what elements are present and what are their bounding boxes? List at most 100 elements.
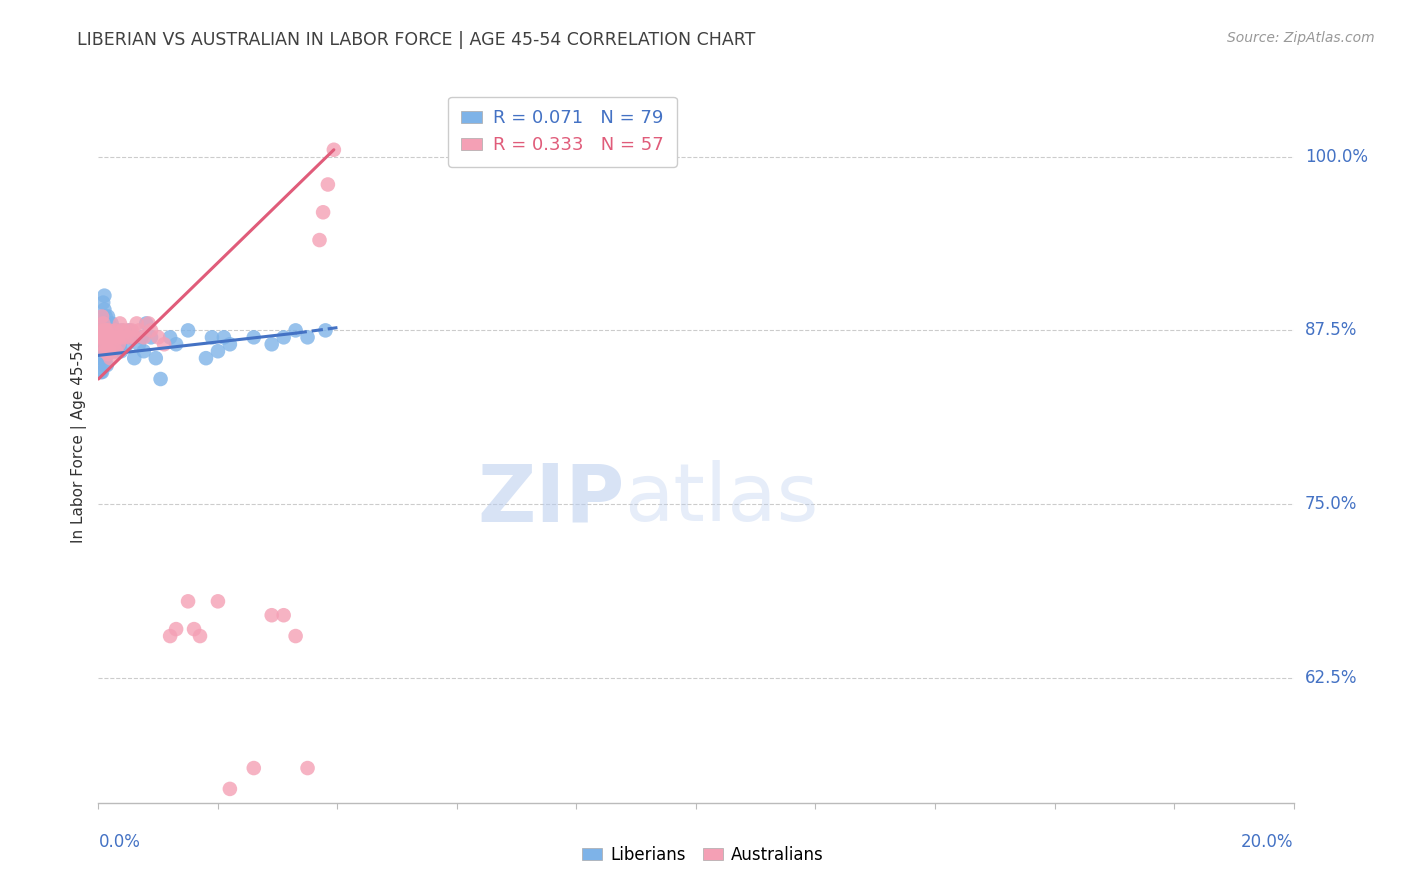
Point xyxy=(98,344,121,359)
Point xyxy=(243,761,266,775)
Point xyxy=(91,351,114,366)
Point xyxy=(91,365,114,379)
Point xyxy=(103,330,125,344)
Point xyxy=(98,323,121,337)
Point xyxy=(91,323,114,337)
Text: 75.0%: 75.0% xyxy=(1305,495,1357,513)
Point xyxy=(284,629,307,643)
Point xyxy=(93,302,115,317)
Point xyxy=(105,344,128,359)
Point xyxy=(107,330,129,344)
Point xyxy=(100,330,122,344)
Point xyxy=(91,310,114,324)
Point xyxy=(297,330,319,344)
Point xyxy=(273,330,295,344)
Point xyxy=(165,337,187,351)
Point xyxy=(104,337,127,351)
Point xyxy=(145,351,167,366)
Point xyxy=(316,178,339,192)
Point xyxy=(139,323,162,337)
Point xyxy=(110,330,132,344)
Point xyxy=(90,323,112,337)
Point xyxy=(312,205,335,219)
Point xyxy=(148,330,170,344)
Point xyxy=(105,330,128,344)
Point xyxy=(93,330,115,344)
Point xyxy=(97,323,120,337)
Point xyxy=(103,344,125,359)
Point xyxy=(105,344,128,359)
Text: 100.0%: 100.0% xyxy=(1305,148,1368,166)
Point xyxy=(153,337,176,351)
Point xyxy=(97,330,120,344)
Point xyxy=(207,594,229,608)
Point xyxy=(91,330,114,344)
Point xyxy=(132,344,155,359)
Point xyxy=(121,330,143,344)
Point xyxy=(243,330,266,344)
Point xyxy=(93,317,115,331)
Point xyxy=(94,337,117,351)
Point xyxy=(93,344,115,359)
Point xyxy=(125,317,148,331)
Point xyxy=(97,310,120,324)
Point xyxy=(93,358,115,372)
Point xyxy=(97,347,120,361)
Point xyxy=(165,622,187,636)
Point xyxy=(97,337,120,351)
Point xyxy=(308,233,330,247)
Point xyxy=(98,330,122,344)
Point xyxy=(91,295,114,310)
Text: 87.5%: 87.5% xyxy=(1305,321,1357,339)
Point xyxy=(139,330,162,344)
Point xyxy=(108,317,131,331)
Point xyxy=(260,608,283,623)
Point xyxy=(128,337,150,351)
Point xyxy=(94,310,117,324)
Point xyxy=(273,608,295,623)
Point xyxy=(107,330,129,344)
Point xyxy=(159,330,181,344)
Point xyxy=(101,323,124,337)
Point xyxy=(188,629,211,643)
Point xyxy=(91,337,114,351)
Point xyxy=(93,288,115,302)
Point xyxy=(128,323,150,337)
Point xyxy=(284,323,307,337)
Point xyxy=(96,358,118,372)
Point xyxy=(135,317,157,331)
Point xyxy=(91,330,114,344)
Point xyxy=(114,330,136,344)
Point xyxy=(219,337,242,351)
Point xyxy=(94,323,117,337)
Point xyxy=(104,323,127,337)
Text: atlas: atlas xyxy=(624,460,818,539)
Text: ZIP: ZIP xyxy=(477,460,624,539)
Text: 62.5%: 62.5% xyxy=(1305,669,1357,687)
Point xyxy=(201,330,224,344)
Point xyxy=(93,323,115,337)
Point xyxy=(219,781,242,796)
Point xyxy=(90,337,112,351)
Point xyxy=(91,323,114,337)
Point xyxy=(91,317,114,331)
Point xyxy=(149,372,172,386)
Text: LIBERIAN VS AUSTRALIAN IN LABOR FORCE | AGE 45-54 CORRELATION CHART: LIBERIAN VS AUSTRALIAN IN LABOR FORCE | … xyxy=(77,31,755,49)
Point xyxy=(90,365,112,379)
Point xyxy=(96,330,118,344)
Point xyxy=(124,330,146,344)
Point xyxy=(103,337,125,351)
Point xyxy=(260,337,283,351)
Text: 20.0%: 20.0% xyxy=(1241,833,1294,851)
Point xyxy=(91,310,114,324)
Point xyxy=(110,344,132,359)
Text: Source: ZipAtlas.com: Source: ZipAtlas.com xyxy=(1227,31,1375,45)
Point xyxy=(89,330,111,344)
Point xyxy=(89,330,111,344)
Point xyxy=(94,323,117,337)
Point xyxy=(118,330,141,344)
Point xyxy=(98,337,122,351)
Point xyxy=(177,594,200,608)
Point xyxy=(159,629,181,643)
Legend: Liberians, Australians: Liberians, Australians xyxy=(575,839,831,871)
